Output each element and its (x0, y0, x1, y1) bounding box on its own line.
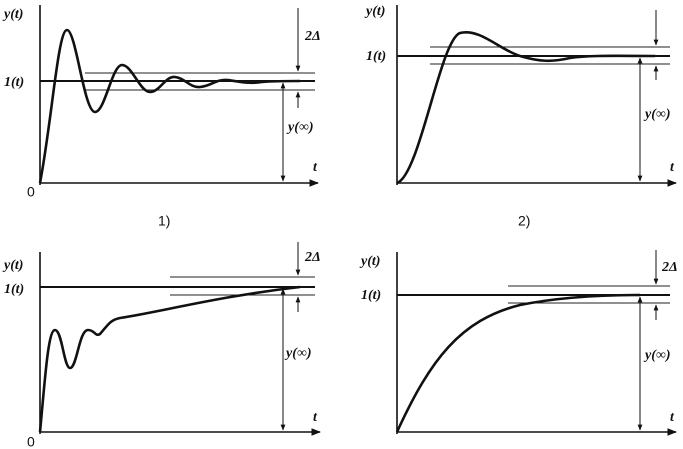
reference-label: 1(t) (4, 282, 24, 297)
axes (396, 252, 676, 434)
origin-label: 0 (27, 184, 35, 200)
x-axis-label: t (313, 410, 318, 425)
axes (39, 5, 318, 185)
panel-1: y(t) 1(t) 2Δ y(∞) t 0 1) (2, 5, 321, 229)
y-axis-label: y(t) (2, 7, 23, 22)
panel-2: y(t) 1(t) y(∞) t 2) (364, 4, 676, 229)
band-label: 2Δ (304, 29, 321, 44)
origin-label: 0 (27, 434, 35, 449)
response-curve (395, 293, 641, 433)
reference-label: 1(t) (361, 288, 381, 303)
caption: 2) (518, 213, 530, 229)
axes (396, 5, 676, 185)
y-axis-label: y(t) (364, 4, 385, 19)
band-label: 2Δ (661, 260, 678, 275)
y-axis-label: y(t) (359, 254, 380, 269)
caption: 1) (158, 213, 170, 229)
final-value-label: y(∞) (284, 346, 312, 361)
y-axis-label: y(t) (2, 258, 23, 273)
final-value-label: y(∞) (643, 107, 671, 122)
final-value-label: y(∞) (643, 348, 671, 363)
response-curve (396, 30, 656, 185)
reference-label: 1(t) (4, 75, 24, 90)
x-axis-label: t (313, 160, 318, 175)
final-value-label: y(∞) (286, 120, 314, 135)
panel-4: y(t) 1(t) 2Δ y(∞) t (359, 250, 678, 434)
reference-label: 1(t) (366, 49, 386, 64)
band-label: 2Δ (304, 250, 321, 265)
axes (39, 252, 320, 434)
x-axis-label: t (670, 160, 675, 175)
response-curve (38, 28, 301, 184)
response-curve (38, 285, 301, 433)
x-axis-label: t (670, 410, 675, 425)
panel-3: y(t) 1(t) 2Δ y(∞) t 0 (2, 242, 321, 449)
